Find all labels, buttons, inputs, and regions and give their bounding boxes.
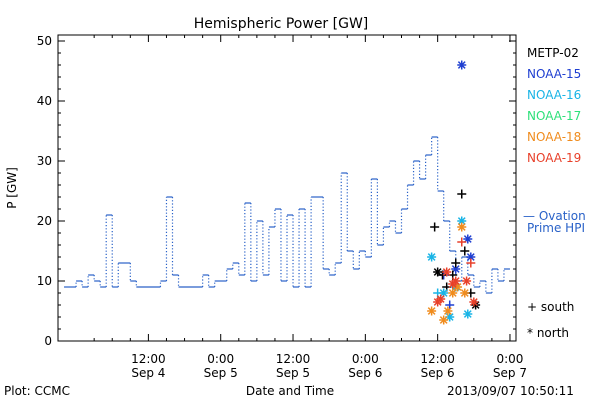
north-point bbox=[462, 276, 472, 286]
marker-stroke bbox=[427, 253, 436, 261]
marker-stroke bbox=[451, 277, 460, 285]
y-tick-label: 40 bbox=[37, 94, 52, 108]
marker-stroke bbox=[436, 295, 445, 303]
x-tick-time: 12:00 bbox=[276, 352, 311, 366]
marker-stroke bbox=[453, 283, 462, 291]
plot-frame bbox=[57, 34, 517, 342]
south-point bbox=[457, 237, 467, 247]
north-point bbox=[451, 276, 461, 286]
legend-satellite: NOAA-19 bbox=[527, 151, 581, 165]
north-point bbox=[463, 309, 473, 319]
marker-stroke bbox=[442, 268, 451, 276]
x-tick-time: 0:00 bbox=[207, 352, 234, 366]
legend-satellite: NOAA-16 bbox=[527, 88, 581, 102]
legend-ovation-line1: — Ovation bbox=[523, 209, 586, 223]
marker-stroke bbox=[457, 61, 466, 69]
legend-satellite: NOAA-15 bbox=[527, 67, 581, 81]
x-tick-time: 12:00 bbox=[131, 352, 166, 366]
y-tick-label: 50 bbox=[37, 34, 52, 48]
south-point bbox=[466, 258, 476, 268]
x-tick-date: Sep 6 bbox=[348, 366, 382, 380]
marker-stroke bbox=[466, 253, 475, 261]
north-point bbox=[439, 315, 449, 325]
marker-stroke bbox=[462, 277, 471, 285]
marker-stroke bbox=[448, 289, 457, 297]
south-point bbox=[430, 222, 440, 232]
x-tick-date: Sep 5 bbox=[276, 366, 310, 380]
legend-symbol: + south bbox=[527, 300, 574, 314]
y-tick-label: 0 bbox=[44, 334, 52, 348]
ovation-hpi-series bbox=[64, 136, 510, 294]
north-point bbox=[427, 252, 437, 262]
north-point bbox=[436, 294, 446, 304]
north-point bbox=[427, 306, 437, 316]
marker-stroke bbox=[460, 289, 469, 297]
legend-symbol: * north bbox=[527, 326, 569, 340]
south-point bbox=[451, 258, 461, 268]
legend-satellite: NOAA-17 bbox=[527, 109, 581, 123]
y-tick-label: 10 bbox=[37, 274, 52, 288]
marker-stroke bbox=[439, 316, 448, 324]
chart-title: Hemispheric Power [GW] bbox=[194, 16, 369, 32]
y-axis-label: P [GW] bbox=[5, 167, 19, 209]
south-point bbox=[445, 300, 455, 310]
north-point bbox=[442, 267, 452, 277]
legend-satellite: NOAA-18 bbox=[527, 130, 581, 144]
x-tick-date: Sep 6 bbox=[421, 366, 455, 380]
north-point bbox=[457, 60, 467, 70]
x-tick-time: 0:00 bbox=[352, 352, 379, 366]
x-tick-date: Sep 4 bbox=[131, 366, 165, 380]
marker-stroke bbox=[457, 217, 466, 225]
north-point bbox=[433, 267, 443, 277]
x-tick-date: Sep 5 bbox=[204, 366, 238, 380]
x-tick-date: Sep 7 bbox=[493, 366, 527, 380]
y-tick-label: 30 bbox=[37, 154, 52, 168]
x-tick-time: 0:00 bbox=[496, 352, 523, 366]
legend-ovation-line2: Prime HPI bbox=[527, 221, 585, 235]
north-point bbox=[443, 306, 453, 316]
satellite-points bbox=[427, 60, 481, 325]
marker-stroke bbox=[443, 307, 452, 315]
north-point bbox=[457, 216, 467, 226]
north-point bbox=[448, 288, 458, 298]
legend: METP-02 NOAA-15 NOAA-16 NOAA-17 NOAA-18 NOAA-… bbox=[523, 46, 586, 340]
north-point bbox=[460, 288, 470, 298]
marker-stroke bbox=[433, 268, 442, 276]
north-point bbox=[457, 222, 467, 232]
marker-stroke bbox=[439, 289, 448, 297]
marker-stroke bbox=[463, 310, 472, 318]
south-point bbox=[460, 246, 470, 256]
marker-stroke bbox=[427, 307, 436, 315]
marker-stroke bbox=[457, 223, 466, 231]
plot-source-label: Plot: CCMC bbox=[4, 384, 70, 398]
x-tick-time: 12:00 bbox=[420, 352, 455, 366]
marker-stroke bbox=[469, 298, 478, 306]
legend-satellite: METP-02 bbox=[527, 46, 579, 60]
plot-timestamp: 2013/09/07 10:50:11 bbox=[447, 384, 574, 398]
marker-stroke bbox=[451, 265, 460, 273]
y-axis: 0 10 20 30 40 50 bbox=[37, 34, 516, 348]
x-axis-label: Date and Time bbox=[246, 384, 334, 398]
y-tick-label: 20 bbox=[37, 214, 52, 228]
south-point bbox=[457, 189, 467, 199]
north-point bbox=[469, 297, 479, 307]
